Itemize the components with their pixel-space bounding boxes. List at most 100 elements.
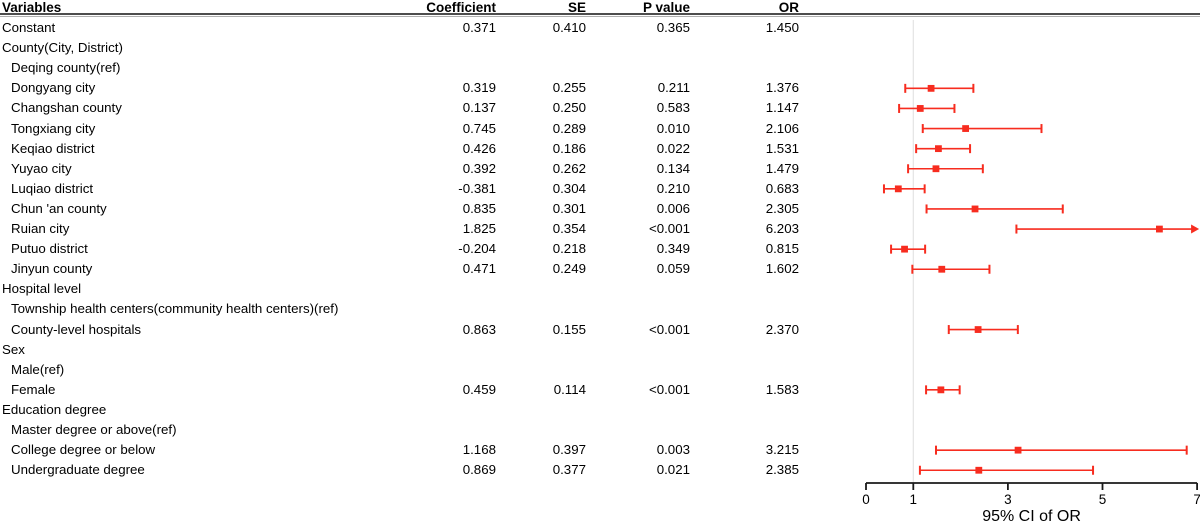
cell-se: 0.301	[552, 200, 586, 216]
cell-p: 0.003	[656, 442, 690, 458]
table-row: Constant 0.371 0.410 0.365 1.450	[0, 18, 860, 38]
column-header-pvalue: P value	[642, 0, 690, 15]
table-row: Hospital level	[0, 279, 860, 299]
table-row: Ruian city 1.825 0.354 <0.001 6.203	[0, 219, 860, 239]
cell-p: <0.001	[648, 381, 690, 397]
cell-coefficient: 0.471	[462, 261, 496, 277]
or-marker	[901, 245, 908, 253]
or-marker	[938, 265, 946, 273]
table-row: Sex	[0, 340, 860, 360]
cell-se: 0.377	[552, 462, 586, 478]
cell-p: 0.210	[656, 180, 690, 196]
cell-coefficient: -0.204	[458, 241, 496, 257]
column-header-coefficient: Coefficient	[426, 0, 496, 15]
cell-coefficient: 0.869	[462, 462, 496, 478]
cell-se: 0.155	[552, 321, 586, 337]
row-label: Constant	[2, 20, 56, 35]
row-label: Education degree	[2, 401, 107, 417]
table-row: County-level hospitals 0.863 0.155 <0.001 2.…	[0, 320, 860, 340]
cell-or: 2.385	[765, 462, 799, 478]
table-row: County(City, District)	[0, 38, 860, 58]
cell-or: 0.683	[765, 180, 799, 196]
table-row: Township health centers(community health…	[0, 299, 860, 319]
row-label: Jinyun county	[11, 261, 93, 277]
row-label: Master degree or above(ref)	[11, 422, 177, 437]
header-rule	[0, 13, 1200, 15]
cell-or: 2.370	[765, 321, 799, 337]
cell-se: 0.304	[552, 180, 586, 196]
row-label: Yuyao city	[11, 160, 72, 176]
or-marker	[962, 125, 970, 132]
column-header-or: OR	[778, 0, 799, 15]
table-row: Female 0.459 0.114 <0.001 1.583	[0, 380, 860, 400]
cell-se: 0.249	[552, 261, 586, 277]
cell-or: 6.203	[765, 221, 799, 236]
cell-coefficient: 1.168	[462, 442, 496, 458]
cell-p: 0.583	[656, 100, 690, 116]
cell-or: 1.376	[765, 80, 799, 96]
cell-p: 0.010	[656, 120, 690, 136]
column-header-se: SE	[567, 0, 586, 15]
cell-coefficient: -0.381	[458, 180, 496, 196]
table-row: Yuyao city 0.392 0.262 0.134 1.479	[0, 159, 860, 179]
cell-se: 0.255	[552, 80, 586, 96]
row-label: College degree or below	[11, 442, 156, 458]
row-label: Chun 'an county	[11, 200, 107, 216]
column-header-variables: Variables	[2, 0, 62, 15]
or-marker	[937, 386, 945, 394]
cell-p: <0.001	[648, 221, 690, 236]
cell-se: 0.250	[552, 100, 586, 116]
cell-se: 0.262	[552, 160, 586, 176]
row-label: Sex	[2, 341, 25, 357]
row-label: Tongxiang city	[11, 120, 96, 136]
table-row: Master degree or above(ref)	[0, 420, 860, 440]
row-label: Luqiao district	[11, 180, 94, 196]
row-label: Township health centers(community health…	[11, 301, 339, 317]
cell-coefficient: 0.863	[462, 321, 496, 337]
cell-or: 1.583	[765, 381, 799, 397]
cell-se: 0.218	[552, 241, 586, 257]
cell-p: 0.365	[656, 20, 690, 35]
row-label: Putuo district	[11, 241, 88, 257]
cell-or: 1.602	[765, 261, 799, 277]
or-marker	[916, 105, 924, 112]
cell-or: 0.815	[765, 241, 799, 257]
cell-se: 0.354	[552, 221, 586, 236]
x-tick-label: 5	[1099, 492, 1107, 507]
cell-p: 0.059	[656, 261, 690, 277]
row-label: Hospital level	[2, 281, 82, 297]
cell-se: 0.186	[552, 140, 586, 156]
cell-p: <0.001	[648, 321, 690, 337]
cell-p: 0.211	[657, 80, 690, 96]
table-row: Changshan county 0.137 0.250 0.583 1.147	[0, 98, 860, 118]
or-marker	[975, 466, 983, 474]
x-tick-label: 1	[910, 492, 918, 507]
cell-or: 1.147	[765, 100, 799, 116]
table-row: Dongyang city 0.319 0.255 0.211 1.376	[0, 78, 860, 98]
x-axis-title: 95% CI of OR	[982, 508, 1081, 525]
cell-or: 1.531	[765, 140, 799, 156]
cell-se: 0.114	[553, 381, 586, 397]
cell-or: 3.215	[765, 442, 799, 458]
cell-or: 1.479	[765, 160, 799, 176]
row-label: Dongyang city	[11, 80, 96, 96]
cell-p: 0.349	[656, 241, 690, 257]
cell-p: 0.006	[656, 200, 690, 216]
row-label: Keqiao district	[11, 140, 95, 156]
or-marker	[935, 145, 942, 153]
x-tick-label: 7	[1193, 492, 1200, 507]
table-row: Jinyun county 0.471 0.249 0.059 1.602	[0, 259, 860, 279]
or-marker	[1156, 225, 1163, 233]
row-label: Undergraduate degree	[11, 462, 145, 478]
cell-coefficient: 0.745	[462, 120, 496, 136]
row-label: County(City, District)	[2, 40, 123, 56]
row-label: Deqing county(ref)	[11, 60, 121, 76]
cell-p: 0.134	[656, 160, 690, 176]
or-marker	[932, 165, 940, 173]
cell-coefficient: 0.835	[462, 200, 496, 216]
row-label: Changshan county	[11, 100, 122, 116]
x-tick-label: 3	[1004, 492, 1012, 507]
table-row: Keqiao district 0.426 0.186 0.022 1.531	[0, 139, 860, 159]
table-row: Putuo district -0.204 0.218 0.349 0.815	[0, 239, 860, 259]
